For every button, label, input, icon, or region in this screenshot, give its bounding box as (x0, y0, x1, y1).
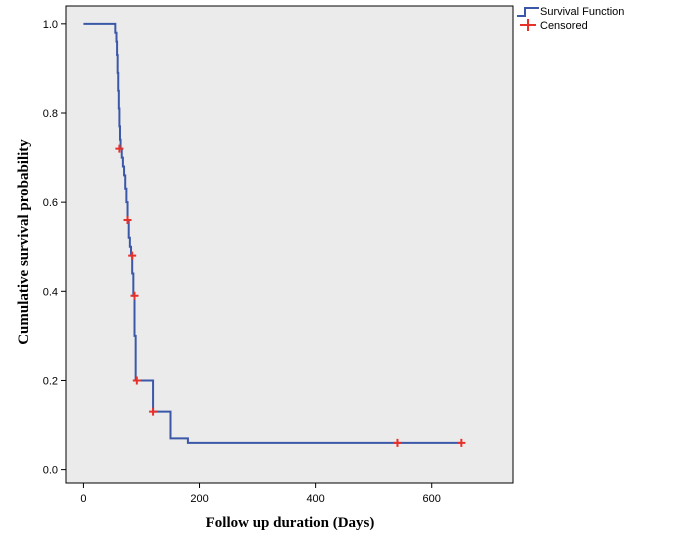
legend-censored-icon (520, 19, 536, 31)
censored-point (132, 376, 141, 385)
censored-point (393, 438, 402, 447)
x-tick-label: 0 (80, 493, 86, 505)
legend-label-censored: Censored (540, 20, 588, 32)
censored-point (123, 215, 132, 224)
censored-markers (115, 144, 466, 447)
censored-point (115, 144, 124, 153)
axis-ticks: 0.0 0.2 0.4 0.6 0.8 1.0 0 200 400 600 (43, 19, 441, 505)
censored-point (130, 291, 139, 300)
survival-curve-group (83, 22, 462, 444)
x-tick-label: 600 (423, 493, 441, 505)
y-tick-label: 0.0 (43, 465, 58, 477)
y-tick-label: 0.6 (43, 197, 58, 209)
x-tick-label: 400 (306, 493, 324, 505)
x-tick-label: 200 (190, 493, 208, 505)
y-tick-label: 0.8 (43, 108, 58, 120)
y-tick-label: 1.0 (43, 19, 58, 31)
legend-line-survival-icon (517, 7, 539, 17)
legend-label-survival: Survival Function (540, 6, 624, 18)
y-tick-label: 0.2 (43, 375, 58, 387)
legend: Survival Function Censored (517, 6, 624, 32)
plot-area (65, 5, 514, 484)
y-tick-label: 0.4 (43, 286, 58, 298)
x-axis-title: Follow up duration (Days) (206, 515, 375, 531)
censored-point (457, 438, 466, 447)
censored-point (128, 251, 137, 260)
censored-point (149, 407, 158, 416)
y-axis-title: Cumulative survival probability (16, 139, 32, 345)
survival-function-line (83, 22, 462, 444)
